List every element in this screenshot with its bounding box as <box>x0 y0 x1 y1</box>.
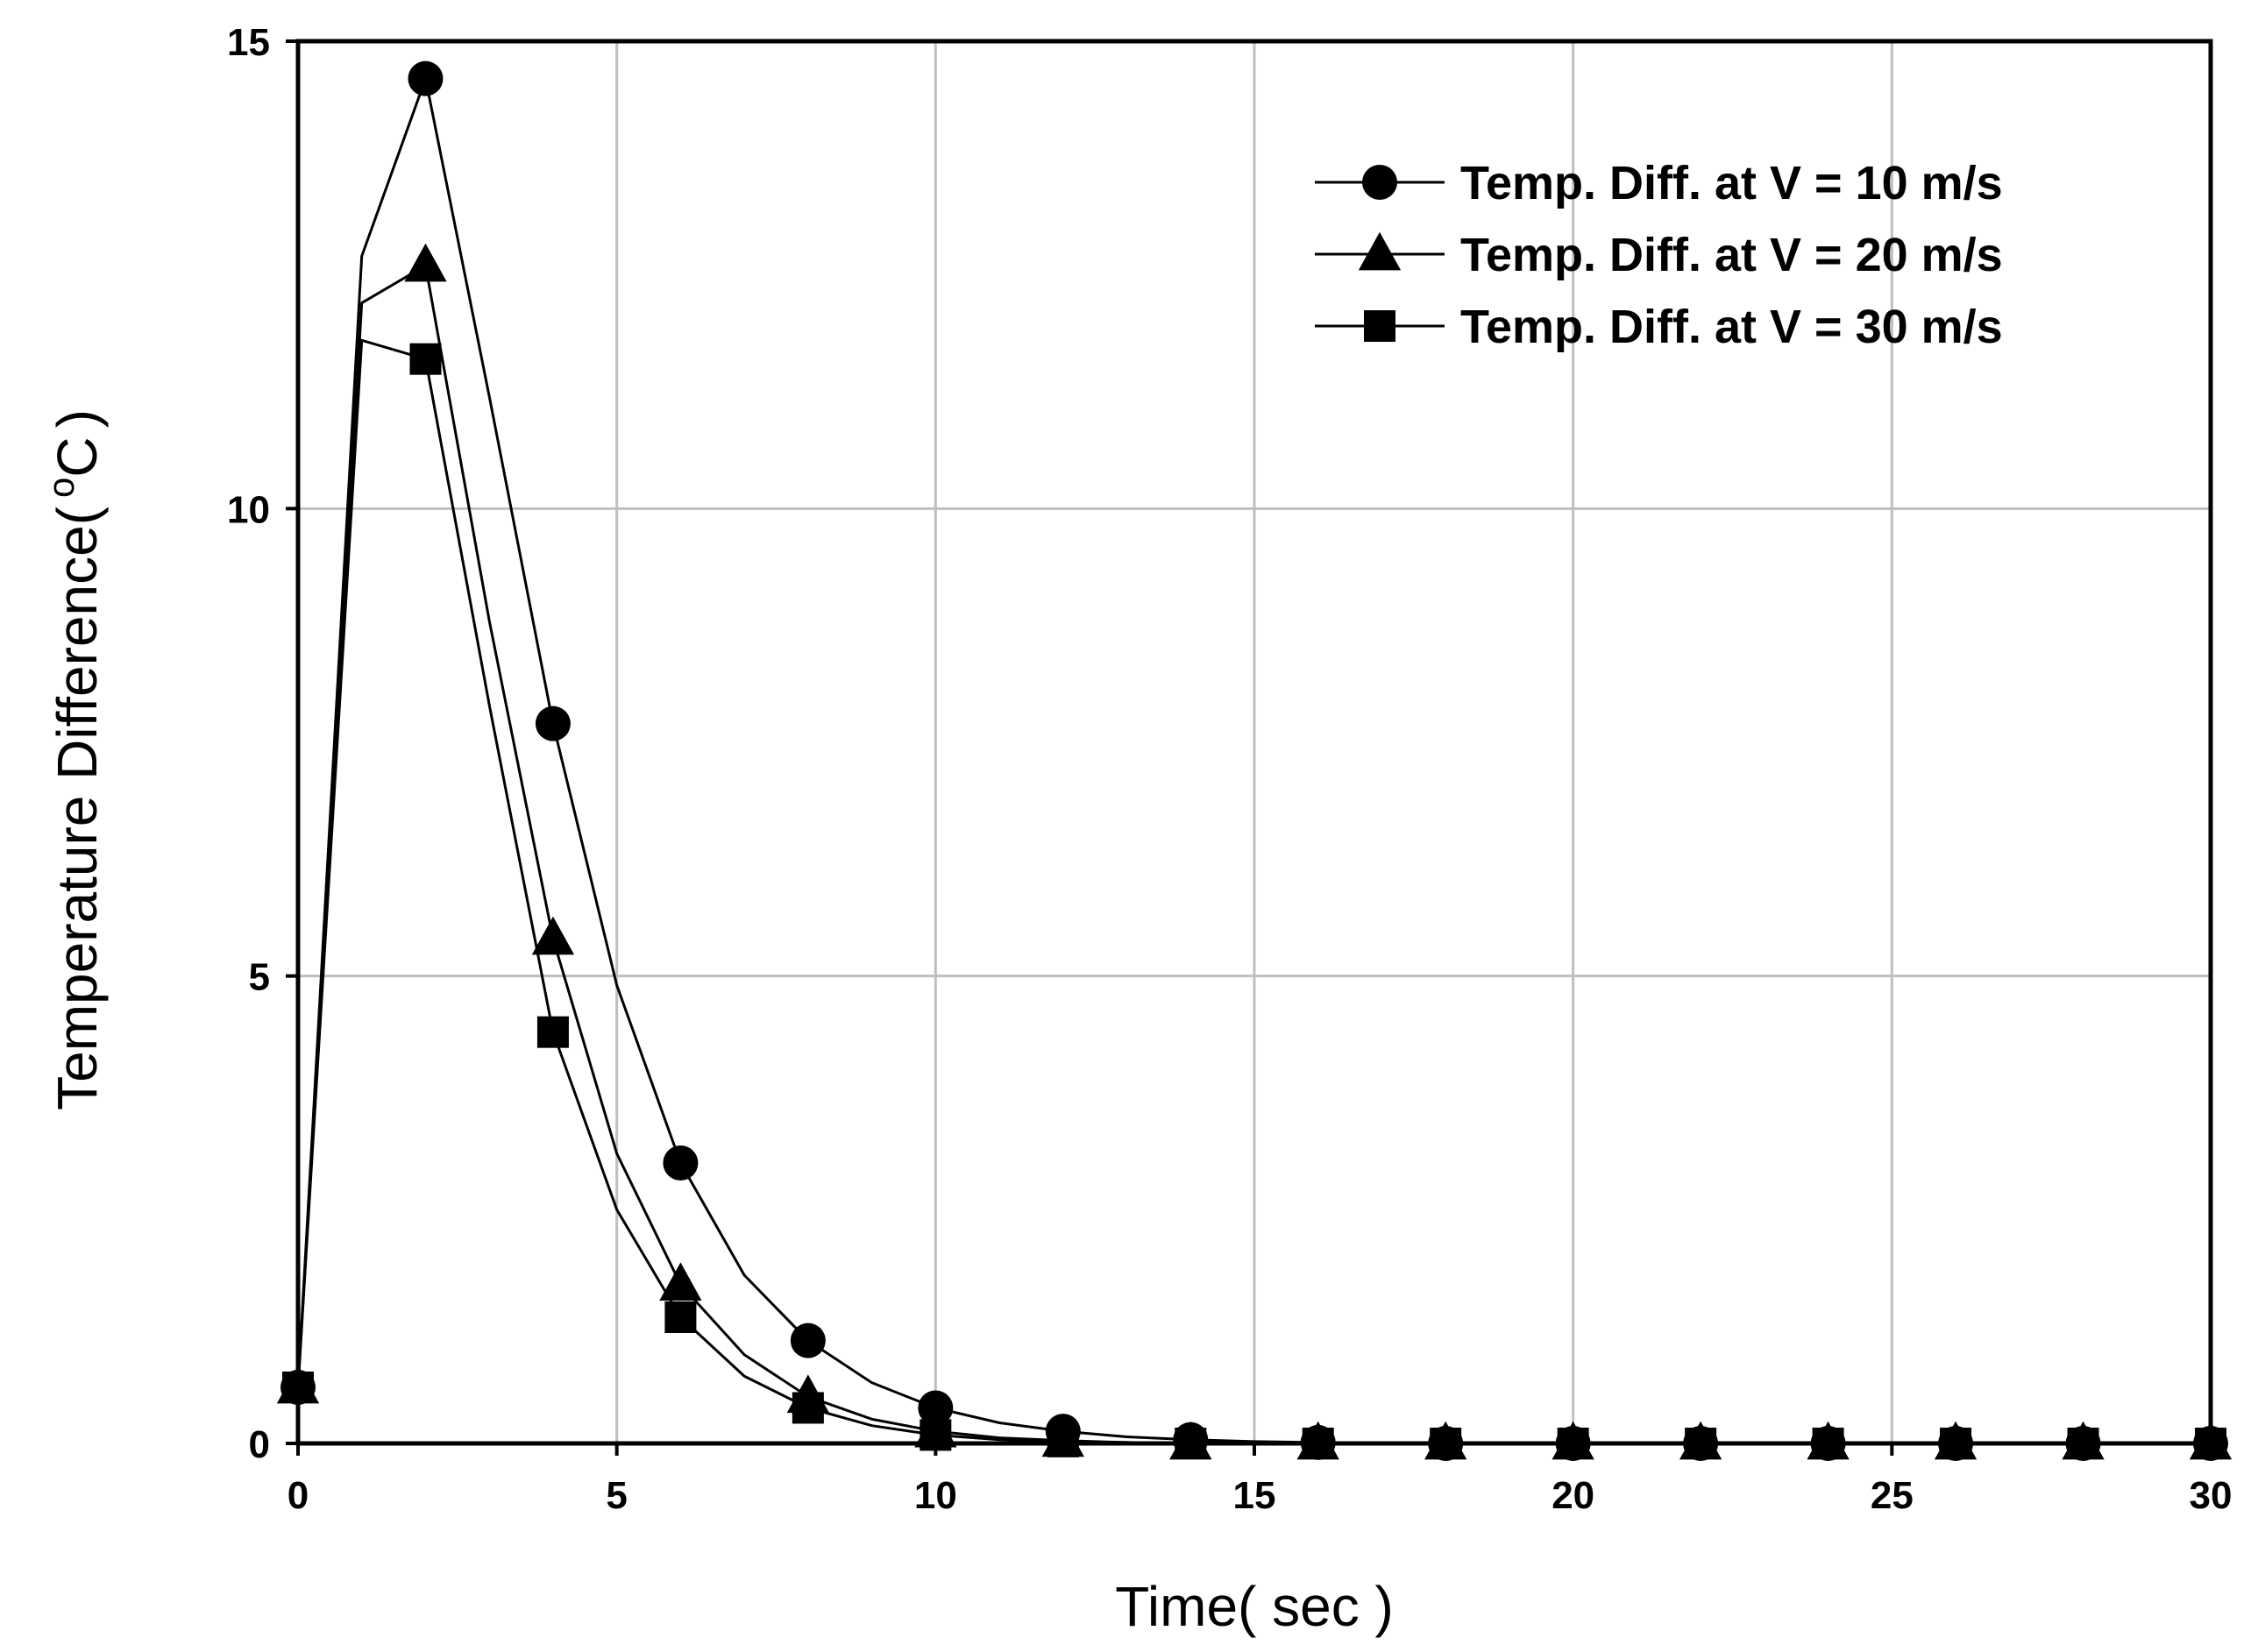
y-tick-label: 0 <box>249 1423 270 1466</box>
legend-label: Temp. Diff. at V = 10 m/s <box>1460 157 2003 209</box>
y-axis-title: Temperature Difference( oC) <box>40 409 109 1110</box>
legend-item: Temp. Diff. at V = 30 m/s <box>1315 301 2003 353</box>
x-tick-label: 0 <box>288 1474 309 1517</box>
legend: Temp. Diff. at V = 10 m/s Temp. Diff. at … <box>1315 157 2003 353</box>
data-point-square <box>409 343 442 375</box>
data-point-triangle <box>531 916 575 955</box>
data-point-circle <box>408 60 444 96</box>
y-tick-label: 15 <box>227 21 270 64</box>
legend-marker-square <box>1364 310 1395 342</box>
data-point-circle <box>790 1322 826 1358</box>
legend-item: Temp. Diff. at V = 10 m/s <box>1315 157 2003 209</box>
series-markers <box>276 60 2233 1461</box>
legend-label: Temp. Diff. at V = 20 m/s <box>1460 229 2003 281</box>
x-tick-label: 10 <box>914 1474 957 1517</box>
y-tick-label: 10 <box>227 488 270 531</box>
y-axis-title-close: ) <box>46 409 109 428</box>
axis-ticks: 0 5 10 15 20 25 30 0 5 10 15 <box>227 21 2232 1517</box>
data-point-circle <box>663 1145 699 1181</box>
x-tick-label: 5 <box>606 1474 627 1517</box>
x-axis-title: Time( sec ) <box>1115 1575 1394 1638</box>
data-point-triangle <box>404 243 447 282</box>
x-tick-label: 20 <box>1551 1474 1594 1517</box>
data-point-triangle <box>659 1262 702 1301</box>
data-point-square <box>536 1016 569 1048</box>
data-point-circle <box>918 1390 954 1426</box>
x-tick-label: 25 <box>1871 1474 1914 1517</box>
legend-label: Temp. Diff. at V = 30 m/s <box>1460 301 2003 353</box>
y-tick-label: 5 <box>249 956 270 999</box>
y-axis-title-unit: C <box>46 436 109 477</box>
legend-marker-circle <box>1362 165 1397 200</box>
data-point-circle <box>535 705 571 741</box>
grid-lines <box>298 41 2211 1443</box>
x-tick-label: 15 <box>1233 1474 1276 1517</box>
x-tick-label: 30 <box>2190 1474 2233 1517</box>
y-axis-title-main: Temperature Difference( <box>46 507 109 1110</box>
y-axis-title-degree: o <box>40 478 82 498</box>
data-point-square <box>792 1392 824 1424</box>
legend-marker-triangle <box>1358 231 1402 271</box>
legend-item: Temp. Diff. at V = 20 m/s <box>1315 229 2003 281</box>
data-point-square <box>664 1301 697 1333</box>
